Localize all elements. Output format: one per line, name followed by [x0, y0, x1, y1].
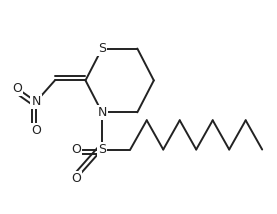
Text: O: O — [12, 82, 22, 95]
Text: O: O — [31, 124, 41, 137]
Text: N: N — [97, 106, 107, 119]
Text: S: S — [98, 143, 106, 156]
Text: O: O — [71, 172, 81, 185]
Text: N: N — [31, 95, 41, 108]
Text: O: O — [71, 143, 81, 156]
Text: S: S — [98, 42, 106, 55]
